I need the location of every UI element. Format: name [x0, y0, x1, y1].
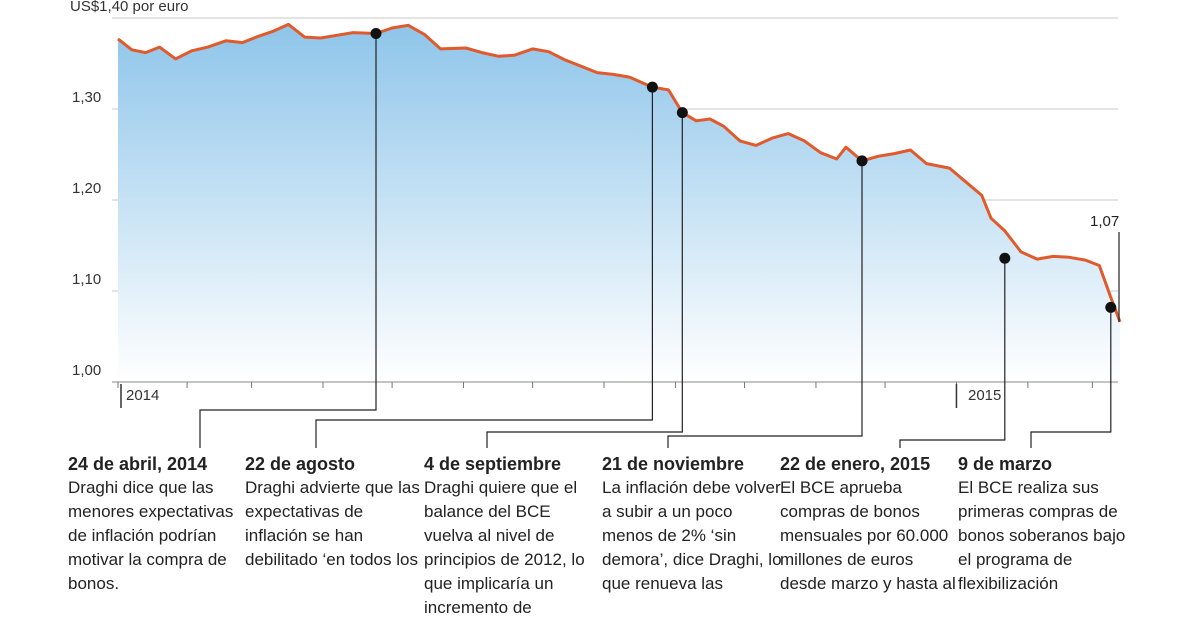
- event-annotation: 22 de enero, 2015 El BCE aprueba compras…: [780, 453, 960, 596]
- event-leader-line: [199, 33, 377, 448]
- event-description: La inflación debe volver a subir a un po…: [602, 478, 782, 593]
- event-description: Draghi quiere que el balance del BCE vue…: [424, 478, 585, 617]
- event-annotation: 4 de septiembre Draghi quiere que el bal…: [424, 453, 604, 620]
- event-description: El BCE realiza sus primeras compras de b…: [958, 478, 1126, 593]
- event-description: Draghi advierte que las expectativas de …: [245, 478, 420, 569]
- event-date: 24 de abril, 2014: [68, 454, 208, 474]
- x-tick-label: 2015: [968, 387, 1002, 404]
- y-axis-unit-label: US$1,40 por euro: [70, 0, 189, 15]
- event-annotation: 22 de agosto Draghi advierte que las exp…: [245, 453, 425, 572]
- event-description: Draghi dice que las menores expectativas…: [68, 478, 234, 593]
- event-leader-line: [667, 160, 863, 448]
- event-leader-line: [1030, 307, 1112, 448]
- end-value-label: 1,07: [1090, 213, 1120, 230]
- area-fill: [118, 24, 1120, 383]
- event-annotation: 24 de abril, 2014 Draghi dice que las me…: [68, 453, 248, 596]
- y-tick-label: 1,30: [72, 89, 102, 106]
- event-description: El BCE aprueba compras de bonos mensuale…: [780, 478, 956, 593]
- event-date: 21 de noviembre: [602, 454, 745, 474]
- event-marker: [370, 27, 382, 39]
- event-annotation: 21 de noviembre La inflación debe volver…: [602, 453, 782, 596]
- event-date: 9 de marzo: [958, 454, 1053, 474]
- y-tick-label: 1,10: [72, 271, 102, 288]
- event-leader-lines: [199, 33, 1120, 448]
- event-marker: [856, 155, 868, 167]
- y-tick-label: 1,00: [72, 362, 102, 379]
- event-marker: [1105, 301, 1117, 313]
- x-axis: [112, 381, 1118, 408]
- event-leader-line: [315, 87, 653, 448]
- event-marker: [999, 252, 1011, 264]
- x-tick-label: 2014: [126, 387, 160, 404]
- event-leader-line: [486, 112, 683, 448]
- event-date: 22 de agosto: [245, 454, 356, 474]
- event-date: 4 de septiembre: [424, 454, 562, 474]
- event-annotation: 9 de marzo El BCE realiza sus primeras c…: [958, 453, 1138, 596]
- event-markers: [370, 27, 1117, 313]
- event-date: 22 de enero, 2015: [780, 454, 931, 474]
- event-marker: [676, 107, 688, 119]
- y-tick-label: 1,20: [72, 180, 102, 197]
- series-line: [117, 22, 1122, 323]
- event-marker: [646, 81, 658, 93]
- event-leader-line: [899, 258, 1006, 448]
